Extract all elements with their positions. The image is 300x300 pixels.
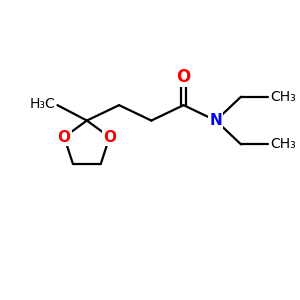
Text: O: O (176, 68, 191, 86)
Text: N: N (209, 113, 222, 128)
Text: CH₃: CH₃ (270, 137, 296, 152)
Text: H₃C: H₃C (29, 97, 55, 111)
Text: O: O (103, 130, 116, 145)
Text: CH₃: CH₃ (270, 90, 296, 104)
Text: O: O (58, 130, 71, 145)
